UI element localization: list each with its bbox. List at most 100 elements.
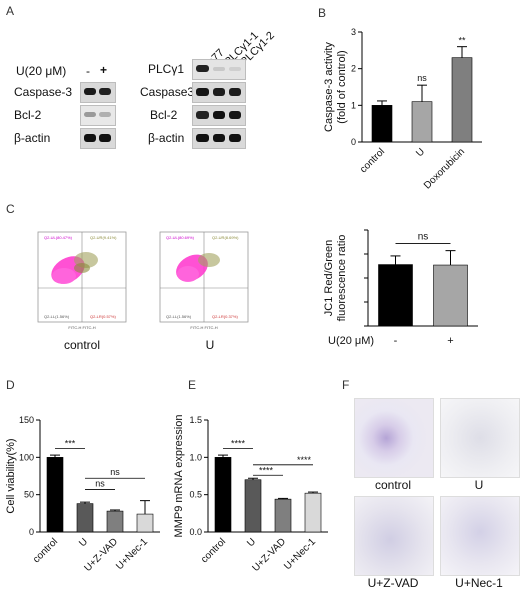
svg-text:Q2-UL(80.47%): Q2-UL(80.47%) [44,235,73,240]
blot-band [213,67,225,71]
blot-band [196,65,209,72]
chart-caspase3-activity: 0 1 2 3 Caspase-3 activity (fold of control) c… [323,27,482,191]
micrograph-caption: U+Nec-1 [455,576,503,590]
y-axis-label: MMP9 mRNA expression [173,415,185,538]
blot-band [84,134,96,142]
y-tick-label: 1.5 [189,415,202,425]
panel-label-c: C [6,202,15,216]
bar [214,457,232,533]
y-tick-label: 0.5 [189,490,202,500]
blot-strip [192,128,246,149]
blot-band [213,111,225,119]
blot-strip [192,82,246,103]
blot-band [84,88,96,95]
significance-label: ** [458,36,466,46]
chart-cell-viability: 0 50 100 150 Cell viability(%) control UU+Z-VA… [5,415,160,574]
blot-row-label: Bcl-2 [150,108,178,122]
blot-band [196,88,209,96]
y-tick-label: 0 [351,137,356,147]
micrograph-caption: control [374,478,412,492]
blot-strip [192,59,246,80]
y-tick-label: 3 [351,27,356,37]
bar [76,503,94,533]
bar [371,105,393,143]
micrograph-caption: U+Z-VAD [367,576,419,590]
lane-mark-plus: + [100,63,108,77]
panel-label-d: D [6,378,15,392]
y-tick-label: 2 [351,64,356,74]
blot-band [213,88,225,96]
micrograph-caption: U [474,478,484,492]
lane-mark-minus: - [86,64,90,78]
y-tick-label: 0.0 [189,527,202,537]
treatment-label: U(20 μM) [16,64,67,78]
blot-strip [80,128,116,149]
significance-label: **** [259,465,274,475]
svg-text:FITC-H FITC-H: FITC-H FITC-H [68,325,95,330]
bar [304,492,322,533]
blot-row-label: Bcl-2 [14,108,42,122]
blot-strip [192,105,246,126]
panel-label-a: A [6,4,15,18]
svg-text:Q2-UL(80.69%): Q2-UL(80.69%) [166,235,195,240]
blot-row-label: β-actin [148,131,185,145]
y-axis-label: Caspase-3 activity [323,42,335,132]
svg-text:Q2-LR(0.57%): Q2-LR(0.57%) [90,314,116,319]
blot-band [229,88,241,96]
bar [136,513,154,533]
micrograph-control [354,398,434,478]
bar [451,57,473,143]
y-axis-label: JC1 Red/Green [323,240,335,316]
blot-band [213,134,225,142]
blot-row-label: β-actin [14,131,51,145]
significance-label: ns [95,478,105,488]
x-axis-label: U(20 μM) [328,335,374,347]
category-label: - [394,335,398,347]
micrograph-u-nec1 [440,496,520,576]
blot-band [99,134,111,142]
y-tick-label: 1 [351,100,356,110]
flow-caption-control: control [63,338,101,352]
bar [433,264,468,327]
bar [106,510,124,533]
y-tick-label: 100 [19,452,34,462]
blot-band [229,134,241,142]
y-tick-label: 1.0 [189,452,202,462]
svg-text:Q2-UR(9.41%): Q2-UR(9.41%) [90,235,117,240]
significance-label: **** [297,455,312,465]
bar [411,101,433,143]
blot-row-label: PLCγ1 [148,62,185,76]
micrograph-u [440,398,520,478]
svg-text:Q2-LR(0.37%): Q2-LR(0.37%) [212,314,238,319]
flow-plot-control: Q2-UL(80.47%) Q2-UR(9.41%) Q2-LL(1.56%) … [37,231,127,330]
blot-strip [80,82,116,103]
category-label: Doxorubicin [422,146,467,191]
significance-label: *** [65,438,76,448]
bar [274,498,292,533]
significance-label: ns [418,231,429,242]
panel-label-e: E [188,378,197,392]
category-label: control [358,146,387,175]
category-label: control [199,536,228,565]
bar [46,457,64,533]
category-label: U [414,146,427,159]
bar [378,264,413,327]
blot-band [196,111,209,119]
flow-plot-u: Q2-UL(80.69%) Q2-UR(8.69%) Q2-LL(1.56%) … [159,231,249,330]
micrograph-u-zvad [354,496,434,576]
blot-band [229,111,241,119]
panel-label-b: B [318,6,327,20]
y-tick-label: 50 [24,490,34,500]
significance-label: **** [231,438,246,448]
category-label: U [245,536,258,549]
category-label: U+Z-VAD [82,536,120,574]
blot-row-label: Caspase3 [140,85,195,99]
category-label: U+Nec-1 [282,536,318,572]
y-tick-label: 150 [19,415,34,425]
category-label: U [77,536,90,549]
blot-row-label: Caspase-3 [14,85,73,99]
y-axis-label: Cell viability(%) [5,438,17,513]
blot-band [99,112,111,117]
svg-text:Q2-LL(1.56%): Q2-LL(1.56%) [166,314,192,319]
chart-jc1-ratio: JC1 Red/Green fluorescence ratio - + U(20 μM… [323,229,478,347]
